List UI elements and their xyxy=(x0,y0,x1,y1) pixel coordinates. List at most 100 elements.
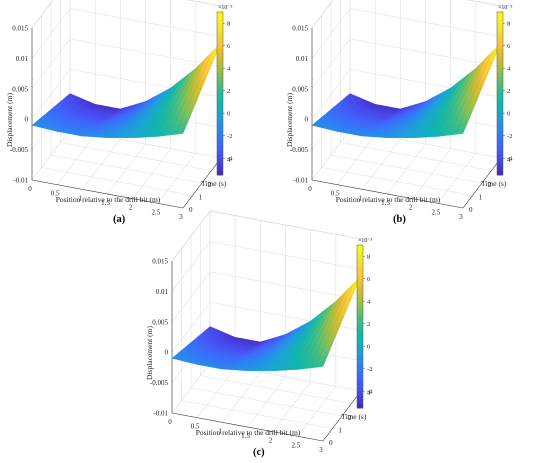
colorbar-segment xyxy=(357,326,363,332)
colorbar-exponent: ×10⁻³ xyxy=(358,238,373,244)
z-tick-label: 0.015 xyxy=(152,258,168,266)
x-axis-line xyxy=(31,179,184,209)
surface xyxy=(31,42,222,139)
chart-panel-b: 00.511.522.5301234-0.01-0.00500.0050.010… xyxy=(285,0,513,221)
z-tick-label: -0.01 xyxy=(13,177,28,185)
colorbar-segment xyxy=(357,391,363,397)
x-tick-label: 1 xyxy=(79,194,83,202)
colorbar-tick-label: -2 xyxy=(227,133,232,140)
z-tick-label: 0 xyxy=(25,116,29,124)
colorbar-segment xyxy=(497,154,503,160)
colorbar-segment xyxy=(357,338,363,344)
colorbar-tick-label: 8 xyxy=(367,254,370,261)
z-tick-label: 0.01 xyxy=(156,288,169,296)
grid-line xyxy=(387,0,426,195)
colorbar: 8 6 4 2 0 -2 -4 ×10⁻³ xyxy=(216,5,233,176)
colorbar-segment xyxy=(497,77,503,82)
colorbar-tick-label: 2 xyxy=(227,88,230,95)
colorbar-segment xyxy=(357,269,363,275)
x-tick-label: 2.5 xyxy=(431,208,440,216)
colorbar-segment xyxy=(497,126,503,131)
y-tick-label: 2 xyxy=(208,181,212,189)
colorbar-segment xyxy=(217,101,223,107)
colorbar-segment xyxy=(357,253,363,258)
z-tick-label: 0.005 xyxy=(152,318,168,326)
colorbar-segment xyxy=(497,162,503,168)
colorbar-segment xyxy=(217,138,223,143)
x-tick-label: 0.5 xyxy=(51,190,60,198)
surface-patch xyxy=(456,127,466,135)
grid-line xyxy=(60,0,212,171)
x-tick-label: 0 xyxy=(308,185,312,193)
x-tick-label: 0.5 xyxy=(191,423,200,431)
x-tick-label: 3 xyxy=(459,213,463,221)
colorbar-tick-label: 4 xyxy=(367,299,371,306)
colorbar-segment xyxy=(217,48,223,54)
colorbar-tick-label: 0 xyxy=(367,344,370,351)
z-tick-label: 0.01 xyxy=(16,55,29,63)
colorbar-segment xyxy=(497,32,503,37)
colorbar-segment xyxy=(497,69,503,74)
colorbar-segment xyxy=(497,36,503,42)
colorbar-segment xyxy=(357,265,363,270)
grid-line xyxy=(107,0,146,195)
colorbar-segment xyxy=(357,399,363,405)
colorbar-segment xyxy=(217,93,223,99)
z-tick-label: 0 xyxy=(305,116,309,124)
colorbar-segment xyxy=(357,310,363,315)
colorbar-segment xyxy=(497,89,503,94)
colorbar-segment xyxy=(357,273,363,279)
colorbar-segment xyxy=(497,81,503,86)
grid-line xyxy=(222,220,261,423)
z-tick-label: -0.01 xyxy=(153,410,168,418)
colorbar-frame xyxy=(216,11,224,176)
colorbar-segment xyxy=(217,146,223,152)
colorbar-segment xyxy=(357,281,363,287)
axes xyxy=(171,261,362,442)
x-axis-label: Position relative to the drill bit (m) xyxy=(196,428,301,437)
colorbar-segment xyxy=(217,162,223,168)
y-tick-label: 1 xyxy=(479,194,483,202)
colorbar-segment xyxy=(217,12,223,17)
surface xyxy=(311,42,502,139)
colorbar-tick-label: -4 xyxy=(367,389,373,396)
surface-patch xyxy=(176,127,186,135)
x-tick-label: 2.5 xyxy=(291,441,300,449)
colorbar-segment xyxy=(217,20,223,25)
colorbar-segment xyxy=(217,56,223,62)
z-axis-label: Displacement (m) xyxy=(145,326,154,380)
colorbar-tick-label: -4 xyxy=(227,156,233,163)
panel-label-b: (b) xyxy=(393,214,406,225)
colorbar-segment xyxy=(497,117,503,123)
colorbar-segment xyxy=(357,289,363,295)
colorbar-segment xyxy=(357,318,363,323)
colorbar-tick-label: 2 xyxy=(507,88,510,95)
colorbar-segment xyxy=(357,375,363,380)
colorbar-segment xyxy=(357,395,363,401)
grid-line xyxy=(330,3,483,184)
colorbar-segment xyxy=(357,249,363,254)
colorbar-segment xyxy=(357,387,363,393)
grid-line xyxy=(196,215,236,418)
z-tick-label: 0.005 xyxy=(12,85,28,93)
grid-line xyxy=(82,0,121,190)
y-axis-label: Time (s) xyxy=(201,179,227,188)
y-tick-label: 2 xyxy=(348,414,352,422)
colorbar-segment xyxy=(497,142,503,147)
box-edge xyxy=(171,210,362,262)
colorbar-tick-label: 0 xyxy=(227,111,230,118)
z-tick-label: 0.015 xyxy=(292,25,308,33)
colorbar-segment xyxy=(217,166,223,172)
z-tick-label: -0.005 xyxy=(10,146,29,154)
colorbar-tick-label: 0 xyxy=(507,111,510,118)
colorbar-segment xyxy=(217,85,223,90)
colorbar-segment xyxy=(357,363,363,368)
colorbar-segment xyxy=(497,85,503,90)
colorbar-segment xyxy=(357,257,363,262)
colorbar-segment xyxy=(217,36,223,42)
colorbar-segment xyxy=(497,130,503,135)
y-axis-line xyxy=(462,157,502,209)
colorbar-segment xyxy=(357,245,363,250)
x-tick-label: 1.5 xyxy=(101,199,110,207)
chart-panel-c: 00.511.522.5301234-0.01-0.00500.0050.010… xyxy=(145,210,373,454)
